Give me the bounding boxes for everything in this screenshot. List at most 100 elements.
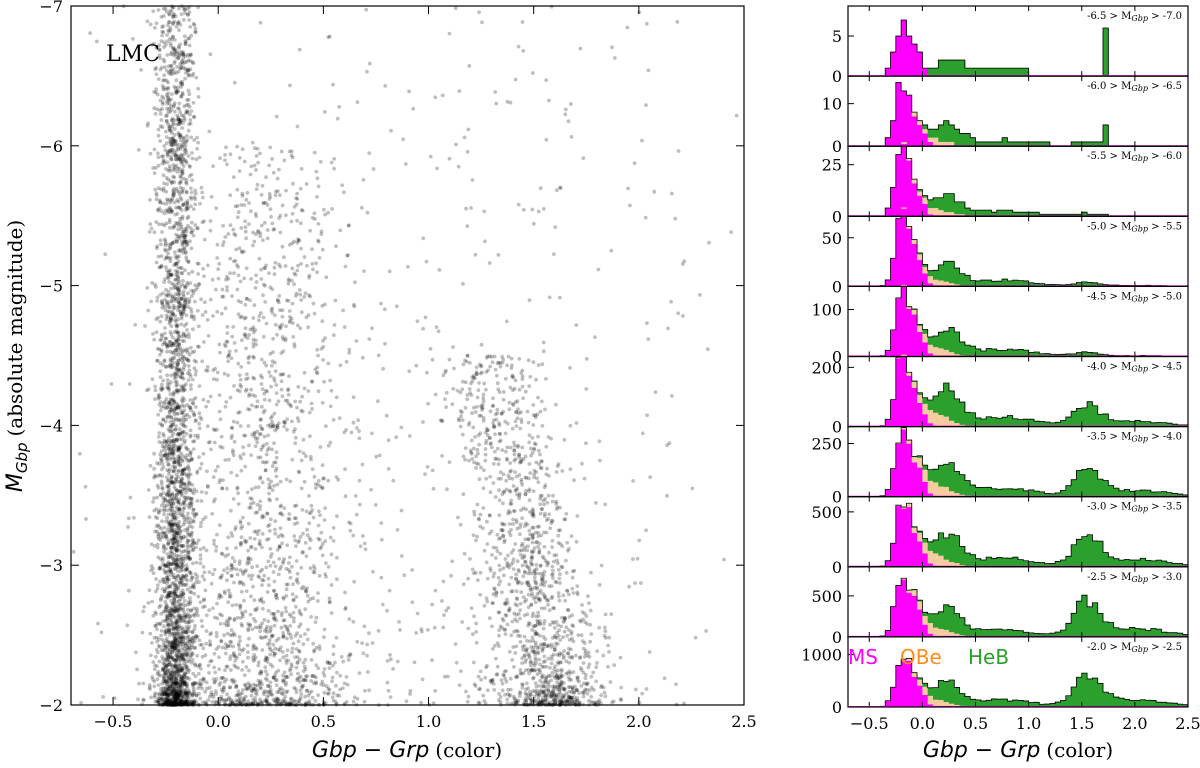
scatter-point bbox=[169, 316, 174, 321]
scatter-point bbox=[273, 260, 278, 265]
scatter-point bbox=[147, 687, 152, 691]
scatter-point bbox=[251, 337, 256, 342]
scatter-point bbox=[183, 285, 188, 289]
scatter-point bbox=[194, 580, 198, 585]
scatter-point bbox=[155, 583, 160, 587]
scatter-point bbox=[171, 689, 175, 693]
scatter-point bbox=[280, 534, 285, 539]
scatter-point bbox=[707, 240, 711, 245]
scatter-point bbox=[166, 110, 171, 115]
scatter-point bbox=[481, 392, 486, 397]
scatter-point bbox=[322, 690, 327, 695]
scatter-point bbox=[220, 486, 225, 491]
scatter-point bbox=[271, 350, 275, 355]
scatter-point bbox=[587, 654, 592, 659]
scatter-point bbox=[508, 510, 512, 515]
scatter-point bbox=[180, 699, 184, 704]
scatter-point bbox=[402, 573, 407, 578]
scatter-point bbox=[167, 217, 172, 222]
scatter-point bbox=[224, 339, 229, 344]
scatter-point bbox=[464, 206, 468, 211]
scatter-point bbox=[299, 692, 304, 696]
scatter-point bbox=[177, 693, 182, 698]
scatter-point bbox=[591, 670, 596, 675]
scatter-point bbox=[542, 530, 546, 535]
scatter-point bbox=[178, 653, 183, 658]
scatter-point bbox=[479, 677, 483, 682]
scatter-point bbox=[610, 45, 614, 50]
scatter-point bbox=[174, 578, 179, 583]
scatter-point bbox=[541, 498, 546, 503]
scatter-point bbox=[180, 189, 185, 193]
scatter-point bbox=[502, 490, 507, 494]
scatter-point bbox=[252, 355, 256, 360]
scatter-point bbox=[531, 532, 535, 537]
scatter-point bbox=[181, 701, 186, 706]
scatter-point bbox=[507, 582, 512, 587]
scatter-point bbox=[338, 673, 343, 678]
scatter-point bbox=[198, 415, 203, 420]
scatter-point bbox=[168, 684, 172, 688]
scatter-point bbox=[207, 608, 212, 613]
scatter-point bbox=[178, 668, 183, 673]
scatter-point bbox=[234, 684, 239, 689]
scatter-point bbox=[249, 164, 254, 169]
scatter-point bbox=[550, 518, 554, 523]
scatter-point bbox=[548, 622, 552, 627]
scatter-point bbox=[250, 573, 255, 578]
scatter-point bbox=[502, 669, 507, 674]
scatter-point bbox=[306, 325, 311, 330]
scatter-point bbox=[180, 573, 185, 578]
scatter-point bbox=[538, 511, 543, 516]
scatter-point bbox=[275, 332, 279, 337]
scatter-point bbox=[166, 64, 171, 69]
scatter-point bbox=[172, 558, 176, 562]
scatter-point bbox=[505, 597, 509, 602]
scatter-point bbox=[520, 368, 525, 373]
scatter-point bbox=[243, 229, 248, 234]
scatter-point bbox=[186, 511, 190, 516]
scatter-point bbox=[381, 366, 386, 371]
scatter-point bbox=[176, 288, 181, 293]
scatter-point bbox=[171, 399, 176, 404]
scatter-point bbox=[644, 687, 649, 691]
scatter-point bbox=[190, 661, 195, 665]
scatter-point bbox=[182, 323, 187, 328]
scatter-point bbox=[202, 577, 207, 582]
scatter-point bbox=[176, 500, 181, 505]
scatter-point bbox=[313, 620, 318, 624]
scatter-point bbox=[247, 394, 251, 398]
scatter-point bbox=[153, 388, 158, 393]
scatter-point bbox=[177, 192, 182, 197]
scatter-point bbox=[176, 405, 181, 410]
scatter-point bbox=[225, 570, 230, 575]
scatter-point bbox=[172, 625, 177, 630]
scatter-point bbox=[298, 622, 303, 627]
scatter-point bbox=[156, 8, 161, 12]
scatter-point bbox=[567, 655, 572, 659]
scatter-point bbox=[177, 342, 182, 346]
scatter-point bbox=[300, 685, 304, 690]
scatter-point bbox=[178, 156, 182, 161]
scatter-point bbox=[560, 615, 564, 620]
scatter-point bbox=[517, 453, 521, 457]
scatter-point bbox=[184, 431, 189, 436]
scatter-point bbox=[174, 122, 179, 127]
scatter-point bbox=[363, 688, 367, 693]
scatter-point bbox=[297, 649, 301, 653]
scatter-point bbox=[495, 664, 500, 669]
scatter-point bbox=[158, 67, 163, 72]
scatter-point bbox=[281, 349, 286, 353]
scatter-point bbox=[189, 204, 193, 209]
scatter-point bbox=[244, 346, 248, 351]
scatter-point bbox=[225, 331, 230, 335]
scatter-point bbox=[290, 301, 295, 306]
scatter-point bbox=[505, 99, 510, 104]
scatter-point bbox=[512, 629, 516, 634]
scatter-point bbox=[533, 658, 538, 663]
scatter-point bbox=[172, 139, 177, 143]
scatter-point bbox=[248, 536, 253, 540]
scatter-point bbox=[170, 365, 175, 370]
scatter-point bbox=[329, 583, 334, 587]
scatter-point bbox=[157, 431, 162, 435]
